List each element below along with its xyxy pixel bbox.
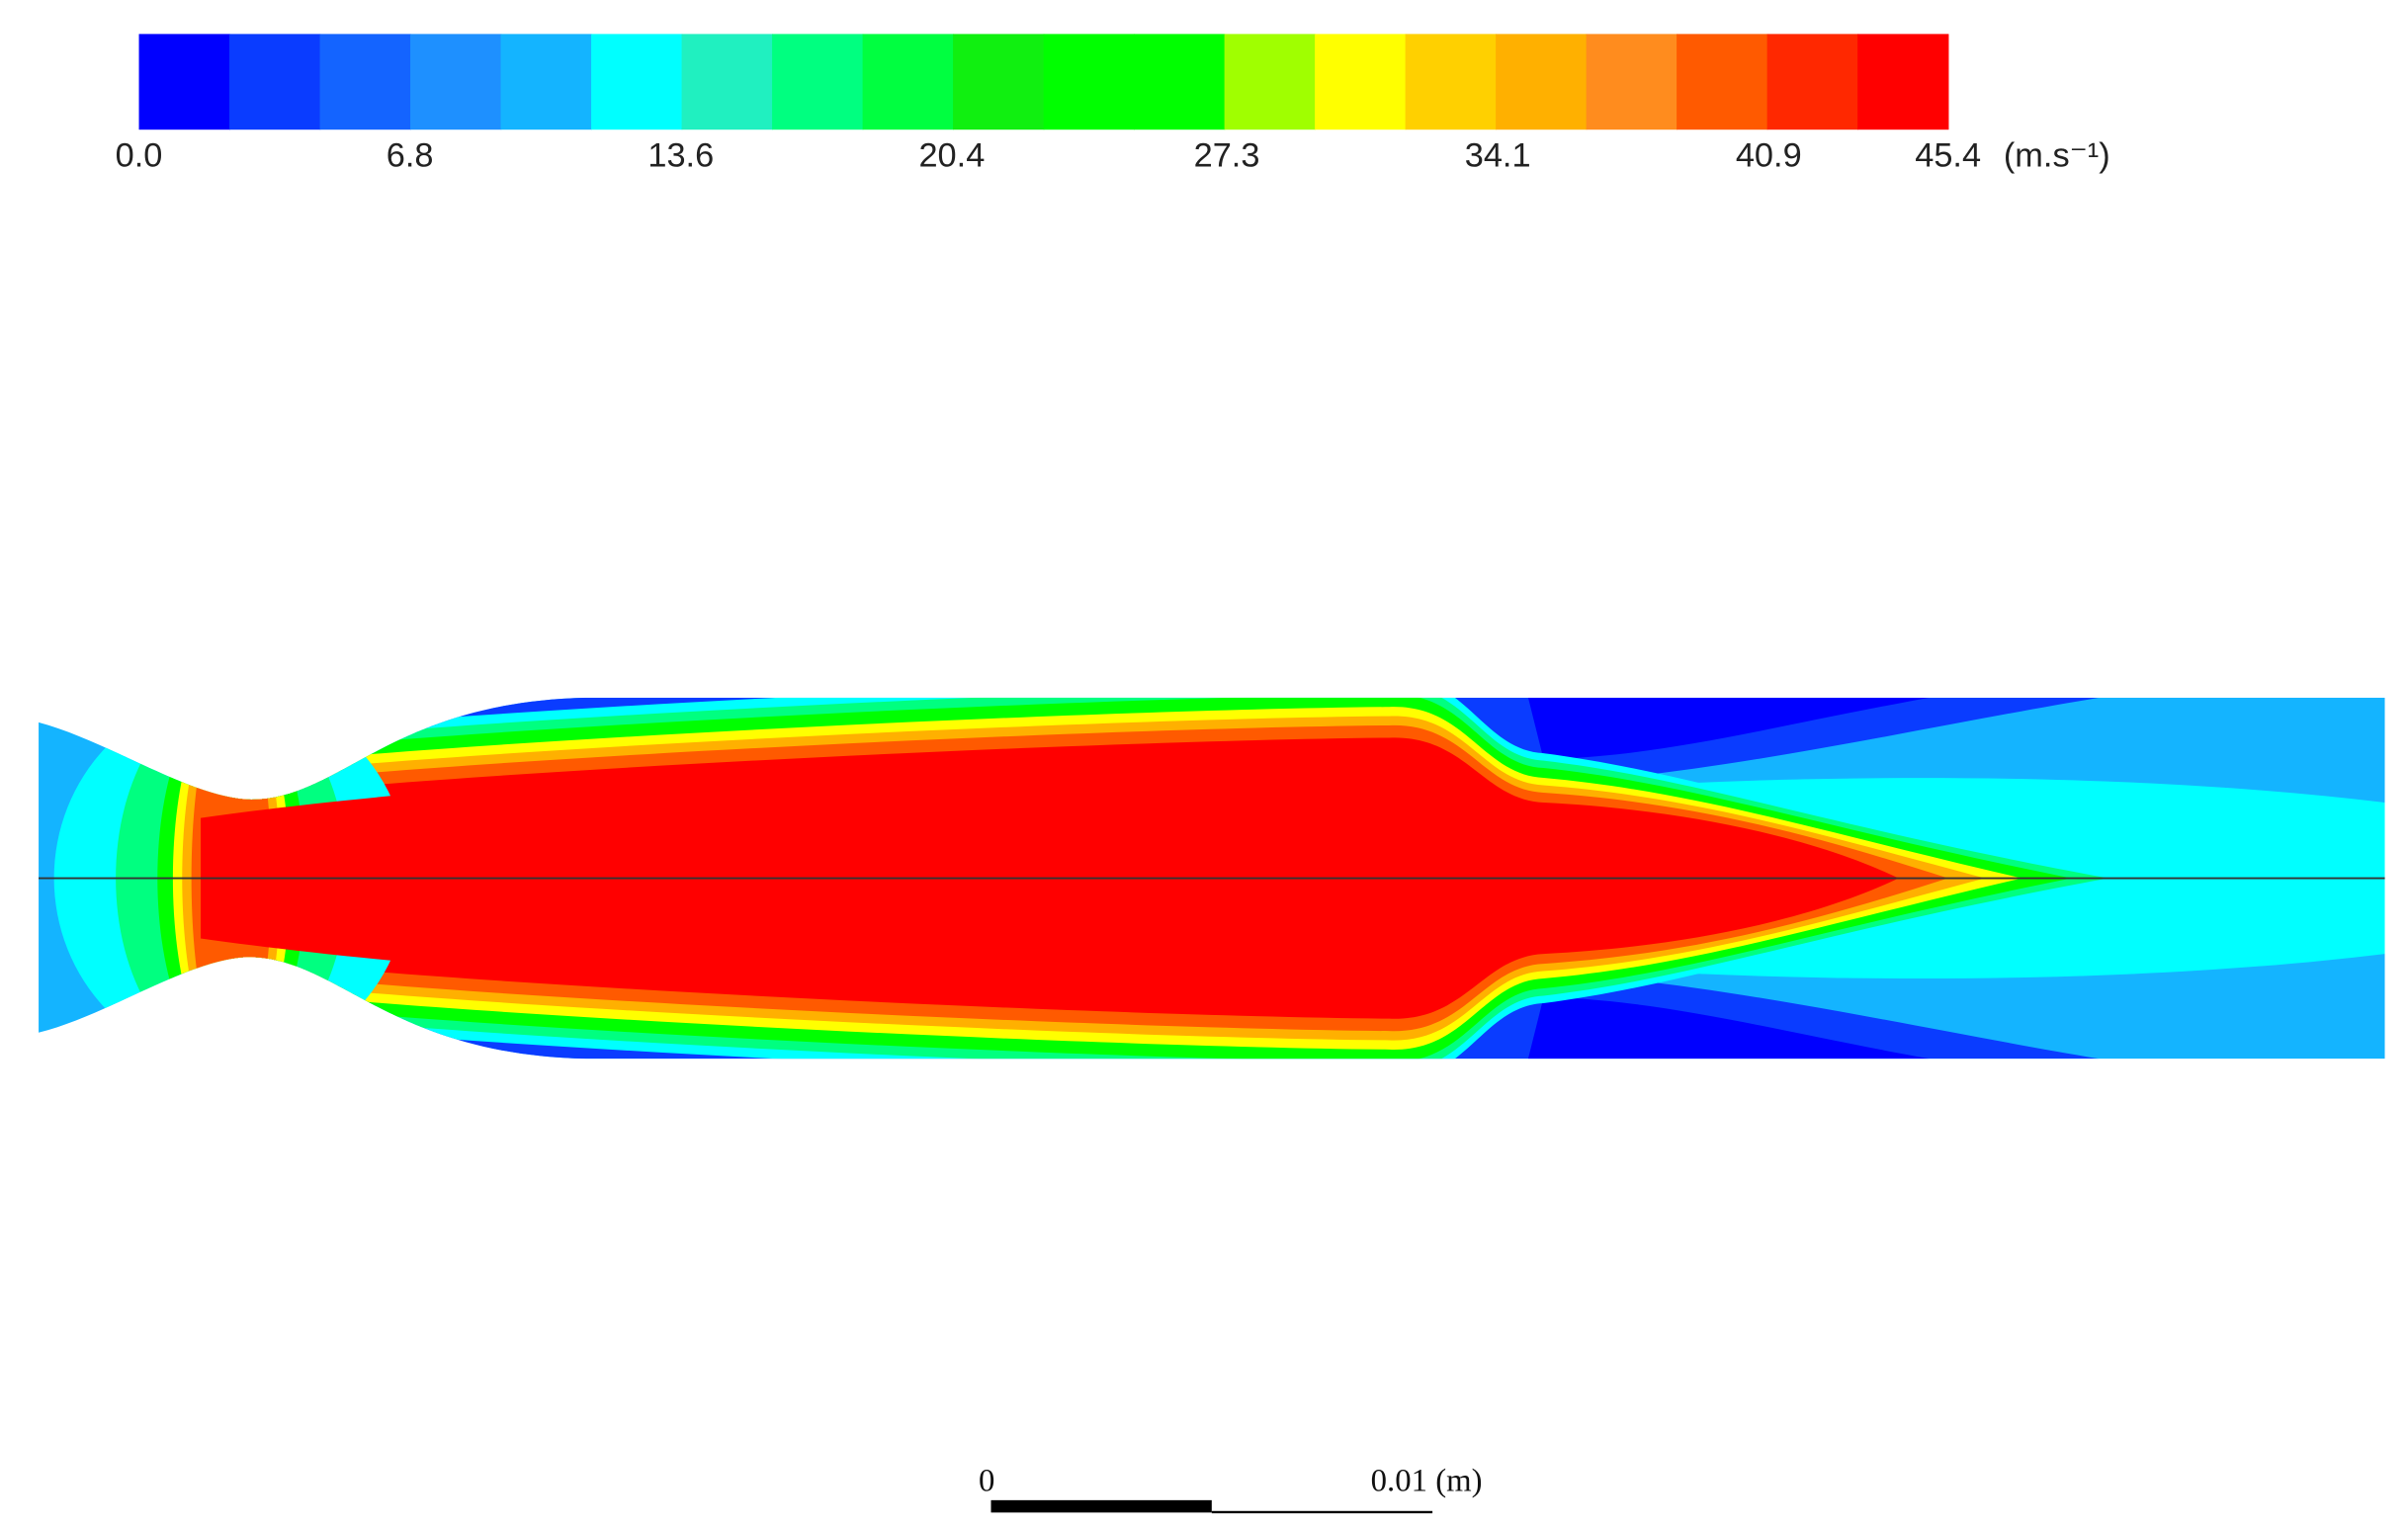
scale-bar-label: 0.01 (m) — [1371, 1463, 1483, 1498]
colorbar-band — [500, 34, 592, 130]
wall-region — [1527, 697, 1930, 760]
colorbar-tick-label: 40.9 — [1736, 137, 1802, 175]
colorbar-band — [681, 34, 773, 130]
colorbar-band — [1405, 34, 1497, 130]
colorbar-band — [229, 34, 321, 130]
colorbar-band — [1586, 34, 1677, 130]
colorbar-tick-label: 0.0 — [116, 137, 163, 175]
colorbar-tick-label: 27.3 — [1194, 137, 1260, 175]
scale-bar-filled — [990, 1499, 1212, 1513]
colorbar-band — [1857, 34, 1949, 130]
colorbar-band — [1496, 34, 1588, 130]
colorbar-tick-label: 34.1 — [1465, 137, 1531, 175]
colorbar-unit: (m.s⁻¹) — [2004, 137, 2110, 175]
colorbar-tick-label: 6.8 — [387, 137, 434, 175]
colorbar-band — [953, 34, 1045, 130]
colorbar-band — [319, 34, 411, 130]
scale-bar-empty — [1211, 1510, 1433, 1514]
colorbar-band — [138, 34, 230, 130]
scale-bar: 0 0.01 (m) — [979, 1463, 1483, 1514]
colorbar-band — [1043, 34, 1135, 130]
colorbar: 0.0 6.8 13.6 20.4 27.3 34.1 40.9 45.4 (m.s⁻¹) — [116, 34, 2110, 175]
colorbar-band — [772, 34, 864, 130]
colorbar-band — [1677, 34, 1768, 130]
colorbar-band — [410, 34, 502, 130]
colorbar-band — [1766, 34, 1858, 130]
colorbar-band — [1315, 34, 1407, 130]
colorbar-tick-label: 20.4 — [918, 137, 985, 175]
colorbar-band — [591, 34, 683, 130]
colorbar-band — [1134, 34, 1226, 130]
scale-bar-label: 0 — [979, 1463, 994, 1498]
colorbar-tick-label: 45.4 — [1915, 137, 1981, 175]
colorbar-band — [862, 34, 954, 130]
colorbar-band — [1224, 34, 1316, 130]
wall-region — [1527, 996, 1930, 1060]
colorbar-tick-label: 13.6 — [647, 137, 714, 175]
